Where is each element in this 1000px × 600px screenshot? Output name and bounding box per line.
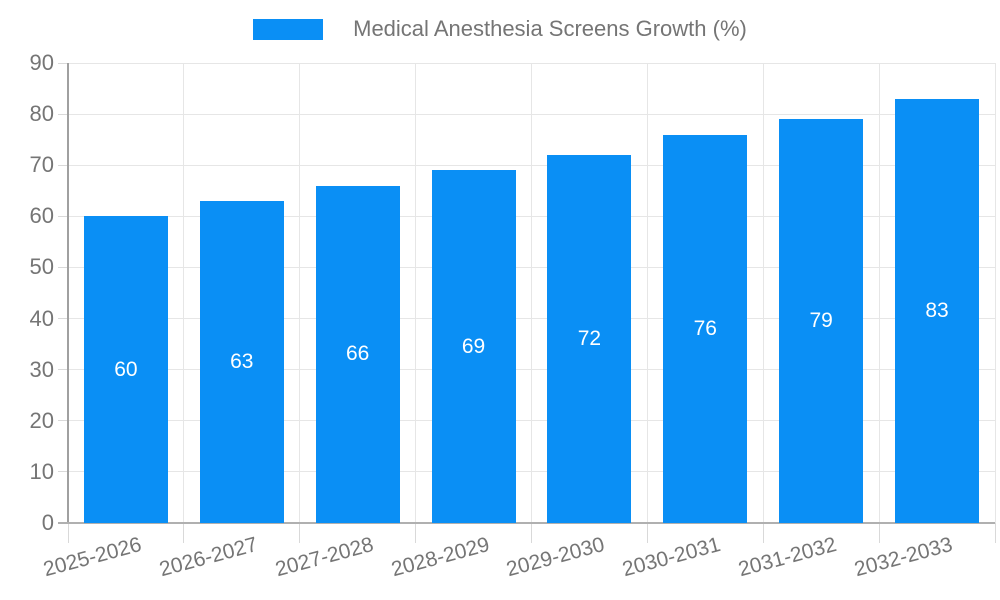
y-tick-mark — [58, 62, 68, 64]
y-axis-tick-label: 10 — [29, 458, 54, 484]
bar-2031-2032 — [779, 119, 864, 523]
bar-value-label: 63 — [230, 350, 254, 373]
bar-value-label: 83 — [925, 298, 949, 322]
y-tick-mark — [58, 471, 68, 473]
x-tick-mark — [878, 523, 880, 543]
x-tick-mark — [67, 523, 69, 543]
bar-2025-2026 — [83, 216, 168, 523]
bar-2027-2028 — [315, 185, 400, 523]
x-gridline — [878, 63, 880, 523]
y-axis-tick-label: 80 — [29, 101, 54, 127]
y-axis-tick-label: 30 — [29, 356, 54, 382]
chart-title: Medical Anesthesia Screens Growth (%) — [353, 16, 747, 41]
x-axis-line — [58, 522, 995, 524]
y-axis-tick-label: 20 — [29, 407, 54, 433]
y-axis-line — [67, 63, 69, 523]
bar-value-label: 72 — [577, 327, 602, 350]
x-tick-mark — [531, 523, 532, 543]
x-tick-mark — [646, 523, 648, 543]
x-gridline — [646, 63, 648, 523]
bar-value-label: 69 — [461, 334, 486, 358]
y-tick-mark — [58, 369, 68, 371]
x-gridline — [762, 63, 764, 523]
y-tick-mark — [58, 420, 68, 422]
x-tick-mark — [183, 523, 185, 543]
bar-2028-2029 — [431, 170, 516, 523]
bar-2032-2033 — [895, 98, 980, 523]
y-axis-tick-label: 0 — [41, 510, 54, 535]
bar-2030-2031 — [663, 134, 748, 523]
x-gridline — [183, 63, 185, 523]
x-tick-mark — [762, 523, 764, 543]
y-tick-mark — [58, 318, 68, 320]
y-tick-mark — [58, 164, 68, 166]
y-axis-tick-label: 60 — [29, 203, 54, 229]
y-axis-tick-label: 40 — [29, 305, 54, 331]
chart-legend[interactable]: Medical Anesthesia Screens Growth (%) — [0, 16, 1000, 42]
y-axis-tick-label: 50 — [29, 254, 54, 280]
bar-2029-2030 — [547, 155, 632, 523]
bar-value-label: 60 — [114, 357, 138, 381]
bar-value-label: 66 — [346, 342, 370, 366]
x-tick-mark — [415, 523, 417, 543]
y-axis-tick-label: 90 — [29, 50, 54, 75]
x-gridline — [299, 63, 301, 523]
bar-2026-2027 — [199, 201, 284, 523]
x-gridline — [531, 63, 532, 523]
y-tick-mark — [58, 215, 68, 217]
y-axis-tick-label: 70 — [29, 152, 54, 178]
x-tick-mark — [994, 523, 996, 543]
x-gridline — [994, 63, 996, 523]
bar-value-label: 76 — [693, 316, 717, 340]
y-tick-mark — [58, 113, 68, 115]
y-tick-mark — [58, 266, 68, 268]
bar-value-label: 79 — [809, 309, 833, 333]
x-tick-mark — [299, 523, 301, 543]
legend-swatch — [253, 18, 324, 40]
x-gridline — [415, 63, 417, 523]
